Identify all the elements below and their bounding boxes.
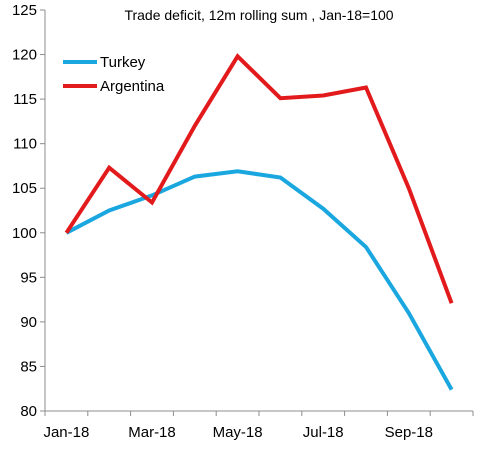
y-tick-label: 85 xyxy=(20,358,37,375)
series-lines xyxy=(64,53,454,391)
x-axis-ticks: Jan-18 Mar-18 May-18 Jul-18 Sep-18 xyxy=(43,411,474,441)
y-tick-label: 80 xyxy=(20,403,37,420)
chart-title: Trade deficit, 12m rolling sum , Jan-18=… xyxy=(124,7,393,23)
series-line-argentina xyxy=(64,53,454,304)
y-axis-ticks: 80 85 90 95 100 105 110 115 120 125 xyxy=(12,2,45,420)
y-tick-label: 105 xyxy=(12,180,37,197)
y-tick-label: 125 xyxy=(12,2,37,19)
y-tick-label: 100 xyxy=(12,225,37,242)
series-line-turkey xyxy=(65,169,454,391)
x-tick-label: Jan-18 xyxy=(43,424,89,441)
x-tick-label: Mar-18 xyxy=(128,424,176,441)
y-tick-label: 120 xyxy=(12,47,37,64)
x-tick-label: Sep-18 xyxy=(385,424,433,441)
x-tick-label: May-18 xyxy=(213,424,263,441)
y-tick-label: 90 xyxy=(20,314,37,331)
x-tick-label: Jul-18 xyxy=(303,424,344,441)
y-tick-label: 115 xyxy=(13,91,37,108)
y-tick-label: 95 xyxy=(20,269,37,286)
legend-label-argentina: Argentina xyxy=(100,78,165,95)
legend: Turkey Argentina xyxy=(63,54,165,95)
legend-label-turkey: Turkey xyxy=(100,54,146,71)
y-tick-label: 110 xyxy=(13,136,37,153)
